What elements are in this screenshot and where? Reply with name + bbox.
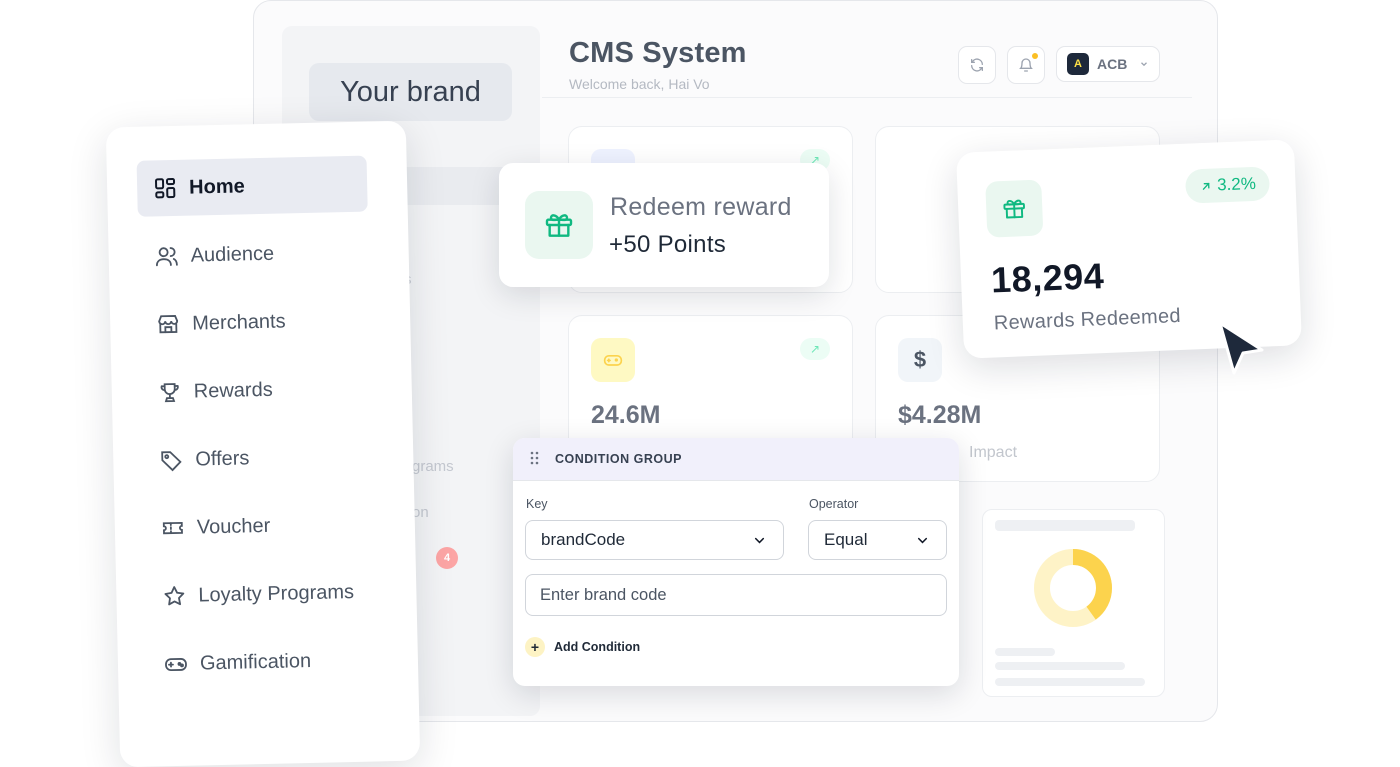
add-condition-button[interactable]: + Add Condition bbox=[525, 637, 640, 657]
arrow-up-right-icon bbox=[1202, 182, 1210, 190]
sidebar-item-label: Voucher bbox=[196, 514, 271, 539]
chevron-down-icon bbox=[754, 537, 765, 543]
key-select[interactable]: brandCode bbox=[525, 520, 784, 560]
sidebar-item-merchants[interactable]: Merchants bbox=[140, 292, 371, 353]
skeleton-line bbox=[995, 678, 1145, 686]
trend-value: 3.2% bbox=[1216, 173, 1257, 195]
operator-select-value: Equal bbox=[824, 530, 868, 549]
page-title: CMS System bbox=[569, 37, 747, 69]
account-switcher[interactable]: A ACB bbox=[1056, 46, 1160, 82]
sidebar-item-rewards[interactable]: Rewards bbox=[141, 360, 372, 421]
redeem-reward-toast: Redeem reward +50 Points bbox=[499, 163, 829, 287]
gamepad-icon bbox=[163, 651, 190, 678]
ghost-nav-text: on bbox=[412, 504, 429, 521]
gift-icon bbox=[985, 179, 1044, 238]
donut-chart-card bbox=[982, 509, 1165, 697]
stat-label: Impact bbox=[969, 444, 1018, 461]
ticket-icon bbox=[160, 515, 187, 542]
condition-group-title: CONDITION GROUP bbox=[555, 452, 682, 466]
mouse-cursor-icon bbox=[1218, 321, 1264, 375]
trophy-icon bbox=[157, 379, 184, 406]
redeem-title: Redeem reward bbox=[610, 193, 792, 221]
trend-up-icon: ↗ bbox=[800, 338, 830, 360]
users-icon bbox=[153, 243, 180, 270]
notification-dot bbox=[1032, 53, 1038, 59]
welcome-text: Welcome back, Hai Vo bbox=[569, 76, 710, 92]
add-condition-label: Add Condition bbox=[554, 640, 641, 654]
trend-badge: 3.2% bbox=[1184, 166, 1271, 204]
refresh-button[interactable] bbox=[958, 46, 996, 84]
rewards-label: Rewards Redeemed bbox=[993, 304, 1182, 335]
header-divider bbox=[542, 97, 1192, 98]
account-name: ACB bbox=[1097, 56, 1128, 72]
stat-value: 24.6M bbox=[591, 401, 661, 429]
sidebar-item-offers[interactable]: Offers bbox=[143, 428, 374, 489]
sidebar-item-label: Offers bbox=[195, 446, 250, 471]
key-select-value: brandCode bbox=[541, 530, 626, 549]
brand-code-input[interactable] bbox=[525, 574, 947, 616]
store-icon bbox=[155, 311, 182, 338]
sidebar-item-label: Audience bbox=[190, 242, 275, 267]
sidebar: Home Audience Merchants Rewards Offers V… bbox=[105, 120, 421, 767]
tag-icon bbox=[158, 447, 185, 474]
sidebar-item-audience[interactable]: Audience bbox=[138, 224, 369, 285]
sidebar-item-label: Loyalty Programs bbox=[198, 580, 355, 607]
sidebar-item-home[interactable]: Home bbox=[136, 155, 368, 217]
notification-count-badge: 4 bbox=[436, 547, 458, 569]
refresh-icon bbox=[971, 58, 983, 72]
ghost-nav-text: grams bbox=[412, 458, 454, 475]
plus-icon: + bbox=[525, 637, 545, 657]
star-icon bbox=[161, 583, 188, 610]
condition-group-panel: CONDITION GROUP Key Operator brandCode E… bbox=[513, 438, 959, 686]
notifications-button[interactable] bbox=[1007, 46, 1045, 84]
stat-value: $4.28M bbox=[898, 401, 982, 429]
chevron-down-icon bbox=[917, 537, 928, 543]
operator-label: Operator bbox=[809, 497, 859, 511]
sidebar-item-label: Gamification bbox=[199, 649, 312, 674]
bell-icon bbox=[1019, 58, 1033, 72]
gamepad-icon bbox=[591, 338, 635, 382]
sidebar-item-label: Home bbox=[188, 174, 245, 199]
dollar-icon: $ bbox=[898, 338, 942, 382]
brand-placeholder: Your brand bbox=[309, 63, 512, 121]
redeem-points: +50 Points bbox=[609, 231, 727, 258]
sidebar-item-label: Merchants bbox=[191, 309, 286, 335]
sidebar-item-voucher[interactable]: Voucher bbox=[144, 495, 375, 556]
rewards-value: 18,294 bbox=[990, 255, 1105, 301]
skeleton-line bbox=[995, 520, 1135, 531]
donut-segment bbox=[1034, 549, 1112, 627]
operator-select[interactable]: Equal bbox=[808, 520, 947, 560]
gift-icon bbox=[525, 191, 593, 259]
donut-chart bbox=[1034, 549, 1112, 627]
skeleton-line bbox=[995, 648, 1055, 656]
sidebar-item-loyalty-programs[interactable]: Loyalty Programs bbox=[146, 563, 377, 624]
sidebar-item-gamification[interactable]: Gamification bbox=[147, 631, 378, 692]
drag-handle-icon[interactable] bbox=[530, 451, 540, 465]
grid-icon bbox=[152, 175, 179, 202]
account-avatar: A bbox=[1067, 53, 1089, 75]
key-label: Key bbox=[526, 497, 548, 511]
skeleton-line bbox=[995, 662, 1125, 670]
rewards-redeemed-card: 3.2% 18,294 Rewards Redeemed bbox=[956, 139, 1302, 359]
condition-group-header: CONDITION GROUP bbox=[513, 438, 959, 481]
sidebar-item-label: Rewards bbox=[193, 378, 273, 403]
chevron-down-icon bbox=[1141, 62, 1148, 67]
